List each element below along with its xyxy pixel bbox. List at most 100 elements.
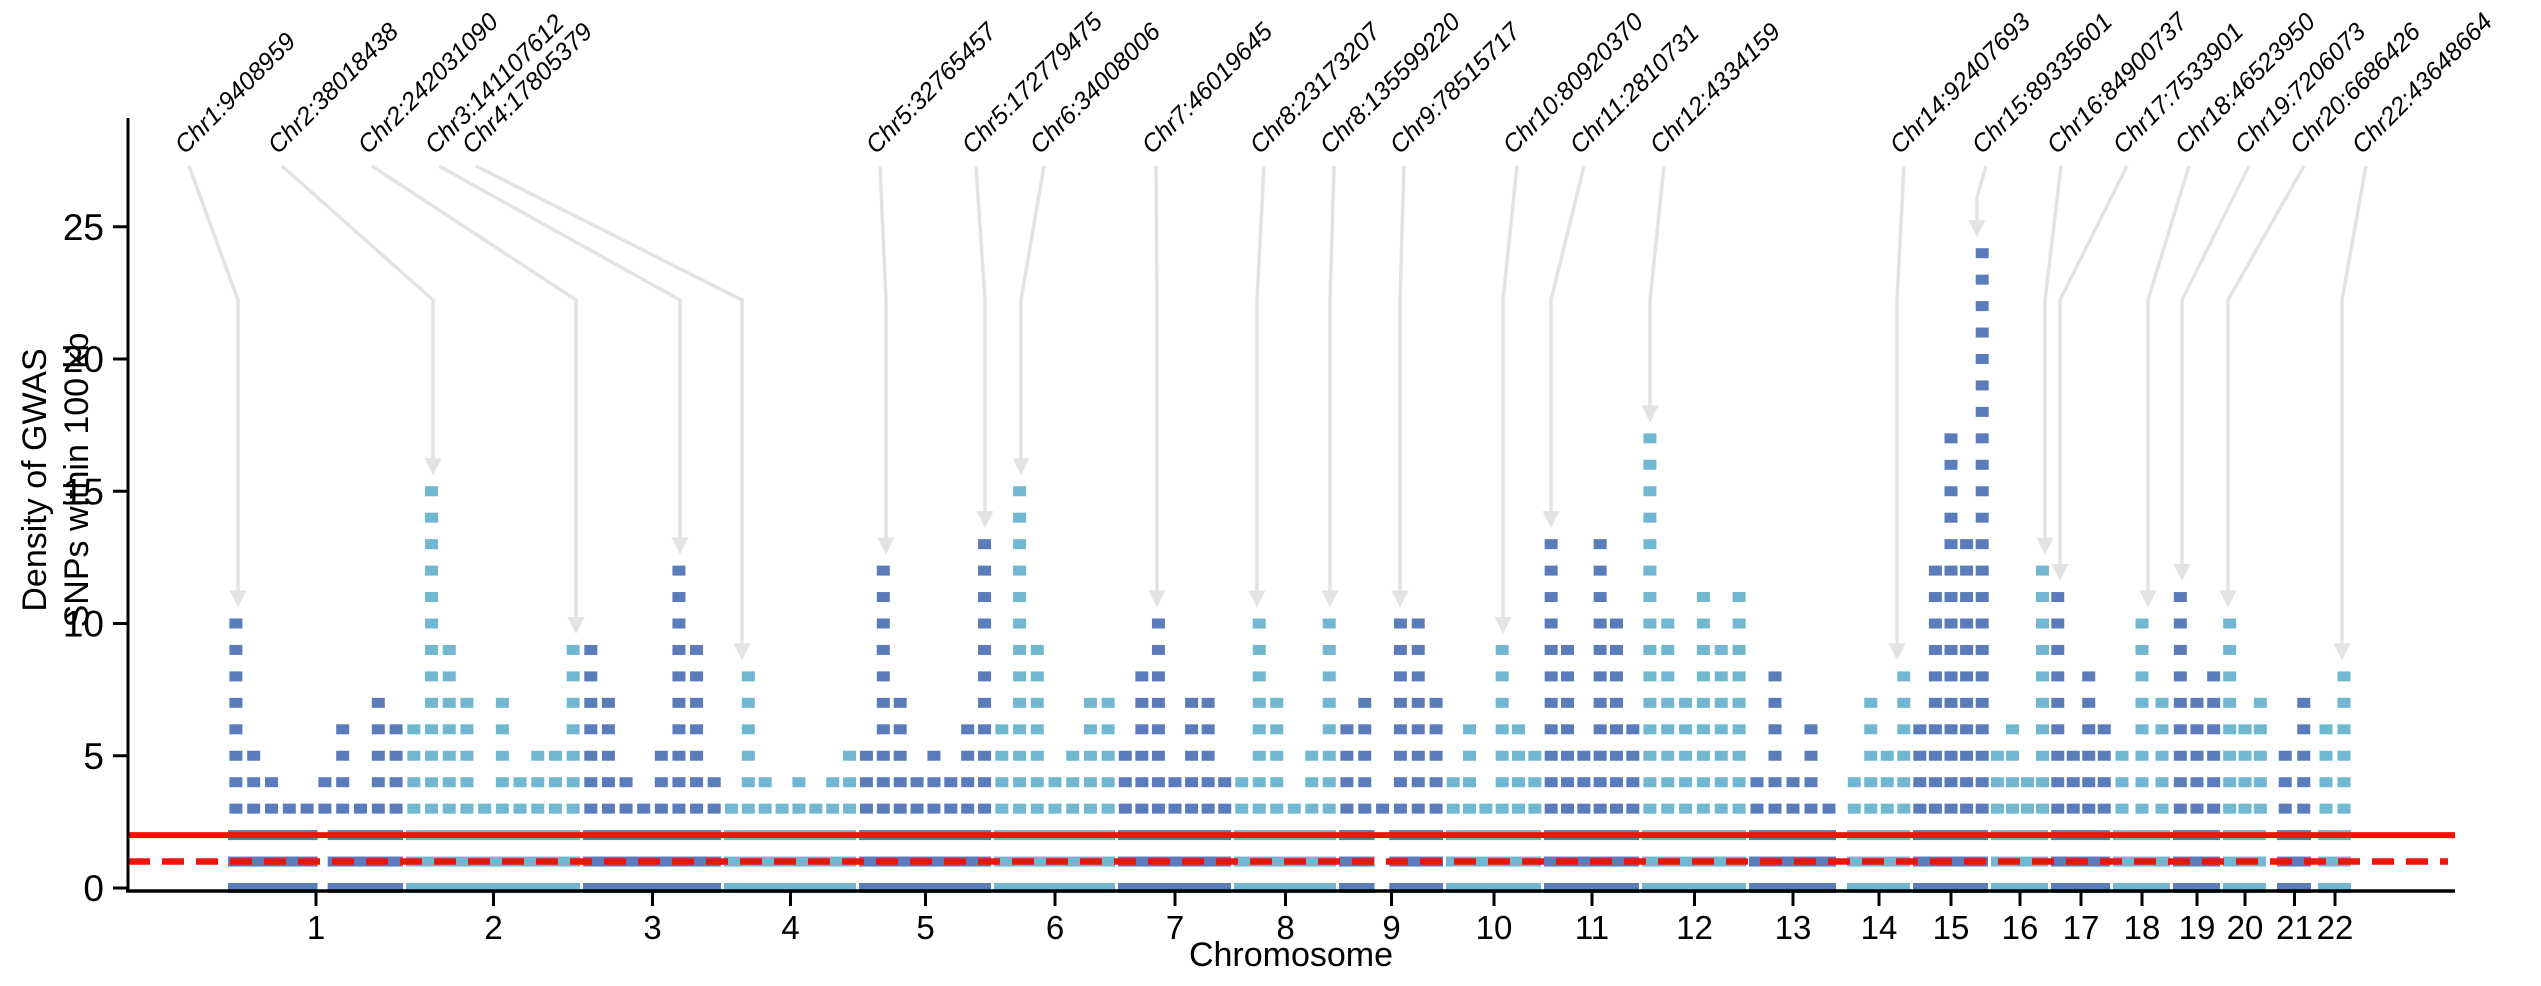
density-marker xyxy=(1975,724,1989,735)
density-marker xyxy=(1495,724,1509,735)
density-marker xyxy=(672,697,686,708)
density-marker xyxy=(1252,618,1266,629)
y-tick-label: 15 xyxy=(63,471,104,512)
density-marker xyxy=(1897,724,1911,735)
density-marker xyxy=(336,803,350,814)
density-marker xyxy=(1544,750,1558,761)
density-marker xyxy=(1270,750,1284,761)
arrowhead-icon xyxy=(1391,590,1409,608)
chromosome-18-markers xyxy=(2113,618,2170,893)
arrowhead-icon xyxy=(1888,643,1906,661)
leader-line xyxy=(1328,165,1336,593)
density-marker xyxy=(1975,750,1989,761)
density-marker xyxy=(229,750,243,761)
density-marker xyxy=(1643,803,1657,814)
density-marker xyxy=(1135,803,1149,814)
density-marker xyxy=(1960,565,1974,576)
density-marker xyxy=(1661,618,1675,629)
density-marker xyxy=(2278,750,2292,761)
leader-line xyxy=(2058,165,2129,567)
density-marker xyxy=(2173,697,2187,708)
density-marker xyxy=(1661,697,1675,708)
density-marker xyxy=(2173,750,2187,761)
x-tick-label-chr13: 13 xyxy=(1775,909,1812,946)
density-marker xyxy=(1643,750,1657,761)
snp-density-markers-layer xyxy=(228,248,2351,893)
base-bar xyxy=(2173,883,2220,893)
arrowhead-icon xyxy=(1641,405,1659,423)
density-marker xyxy=(1944,618,1958,629)
chromosome-15-markers xyxy=(1913,248,1989,893)
chromosome-20-markers xyxy=(2223,618,2267,893)
density-marker xyxy=(1083,803,1097,814)
density-marker xyxy=(792,777,806,788)
y-axis-title-line1: Density of GWAS xyxy=(16,348,54,611)
density-marker xyxy=(1101,777,1115,788)
density-marker xyxy=(672,803,686,814)
density-marker xyxy=(2223,697,2237,708)
density-marker xyxy=(1135,750,1149,761)
density-marker xyxy=(1544,803,1558,814)
density-marker xyxy=(2337,777,2351,788)
chromosome-5-markers xyxy=(859,539,992,893)
density-marker xyxy=(792,803,806,814)
base-bar xyxy=(406,856,580,867)
density-marker xyxy=(1048,803,1062,814)
density-marker xyxy=(672,565,686,576)
density-marker xyxy=(1168,777,1182,788)
density-marker xyxy=(1013,724,1027,735)
x-tick-label-chr11: 11 xyxy=(1575,909,1609,946)
density-marker xyxy=(741,803,755,814)
density-marker xyxy=(2337,671,2351,682)
density-marker xyxy=(1714,724,1728,735)
density-marker xyxy=(548,803,562,814)
density-marker xyxy=(2036,724,2049,735)
density-marker xyxy=(442,777,456,788)
density-marker xyxy=(442,724,456,735)
density-marker xyxy=(1544,539,1558,550)
base-bar xyxy=(327,883,403,893)
density-marker xyxy=(876,565,890,576)
y-tick-label: 25 xyxy=(63,207,104,248)
density-marker xyxy=(1696,697,1710,708)
annotation-arrow-Chr12:4334159 xyxy=(1641,165,1666,423)
density-marker xyxy=(1030,777,1044,788)
density-marker xyxy=(2337,697,2351,708)
base-bar xyxy=(2113,883,2170,893)
density-marker xyxy=(2155,777,2169,788)
density-marker xyxy=(1411,777,1425,788)
density-marker xyxy=(1151,671,1165,682)
density-marker xyxy=(1975,354,1989,364)
leader-line xyxy=(2146,165,2191,593)
density-marker xyxy=(2036,565,2049,576)
density-marker xyxy=(1252,803,1266,814)
annotation-arrow-Chr2:242031090 xyxy=(371,164,585,634)
density-marker xyxy=(566,777,580,788)
density-marker xyxy=(407,777,421,788)
density-marker xyxy=(1411,671,1425,682)
density-marker xyxy=(247,750,261,761)
density-marker xyxy=(1913,724,1927,735)
density-marker xyxy=(893,777,907,788)
density-marker xyxy=(229,724,243,735)
arrowhead-icon xyxy=(1321,590,1339,608)
leader-line xyxy=(2340,165,2368,646)
density-marker xyxy=(1446,777,1460,788)
density-marker xyxy=(1768,671,1782,682)
density-marker xyxy=(2006,803,2019,814)
density-marker xyxy=(978,644,992,655)
density-marker xyxy=(995,724,1009,735)
density-marker xyxy=(1804,724,1818,735)
density-marker xyxy=(1944,433,1958,444)
density-marker xyxy=(2207,724,2221,735)
density-marker xyxy=(1305,803,1319,814)
density-marker xyxy=(495,803,509,814)
density-marker xyxy=(1610,671,1623,682)
base-bar xyxy=(724,883,856,893)
density-marker xyxy=(1944,539,1958,550)
density-marker xyxy=(1944,750,1958,761)
density-marker xyxy=(1270,724,1284,735)
y-tick-label: 0 xyxy=(83,868,104,909)
density-marker xyxy=(1750,777,1764,788)
density-marker xyxy=(1643,644,1657,655)
